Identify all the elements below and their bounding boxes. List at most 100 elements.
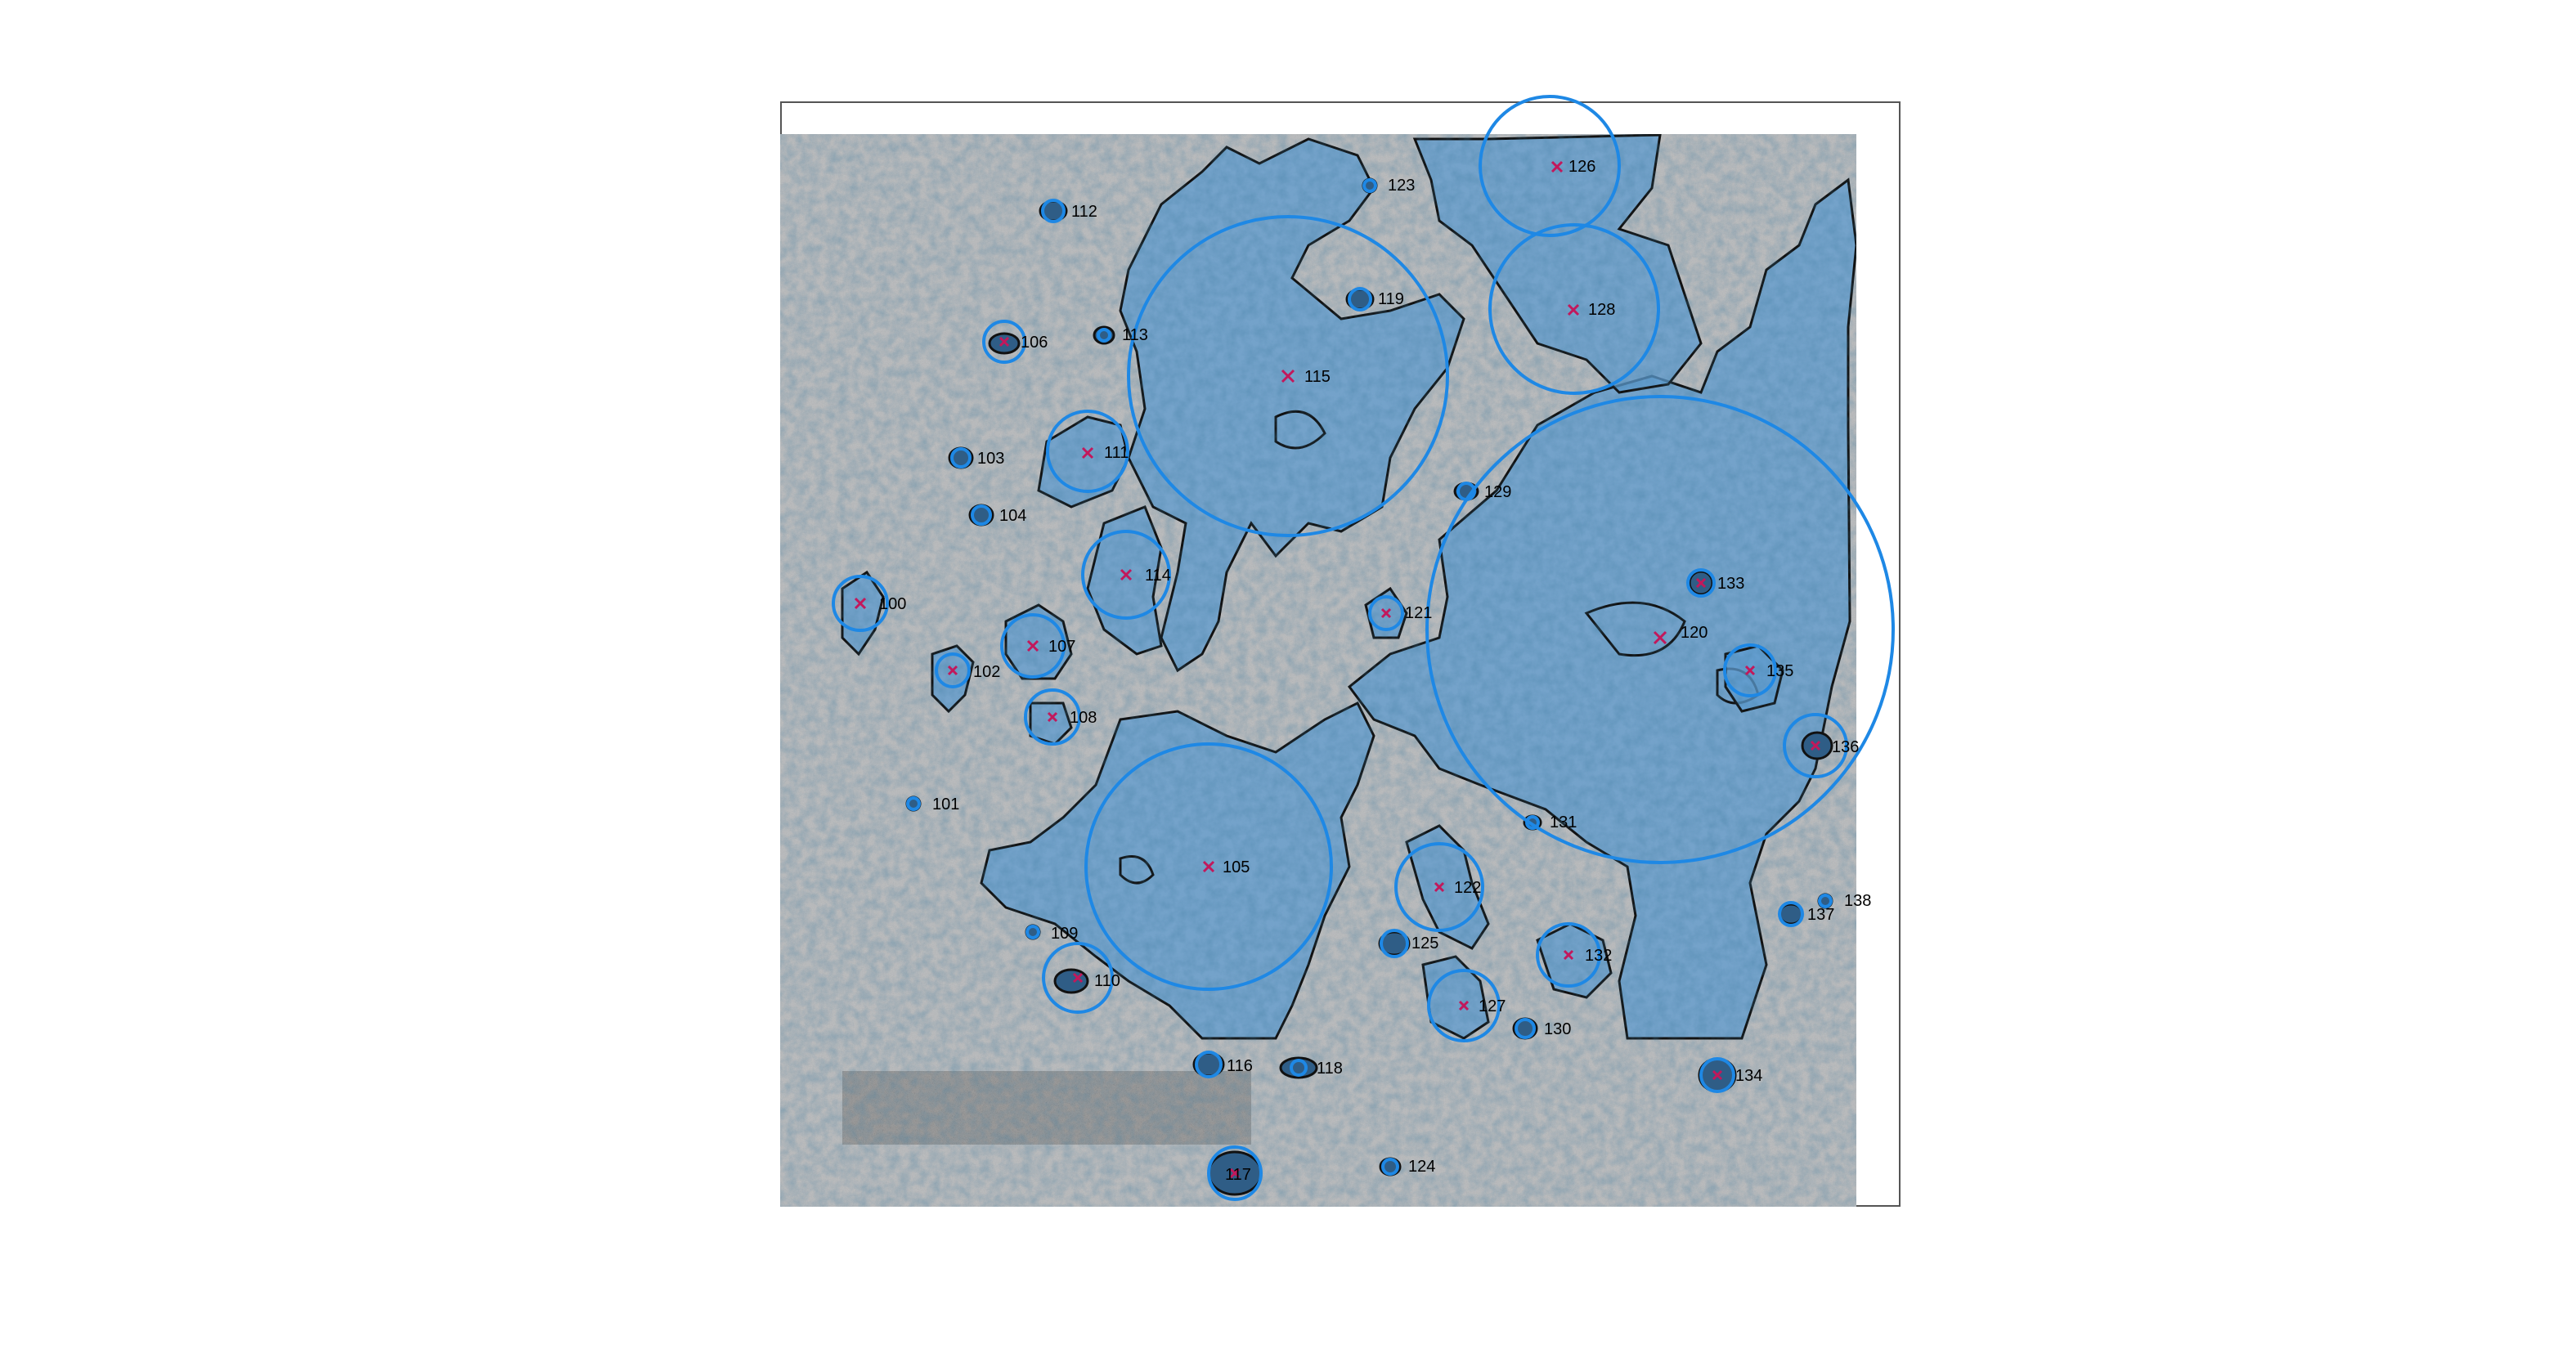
circle-133 <box>1686 568 1716 598</box>
label-114: 114 <box>1145 567 1171 585</box>
circle-105 <box>1084 742 1333 991</box>
label-110: 110 <box>1094 972 1120 990</box>
label-138: 138 <box>1844 892 1871 910</box>
circle-100 <box>832 575 889 632</box>
label-130: 130 <box>1544 1020 1571 1038</box>
label-135: 135 <box>1766 662 1793 680</box>
label-117: 117 <box>1225 1166 1251 1184</box>
label-128: 128 <box>1588 301 1615 319</box>
label-129: 129 <box>1484 483 1511 501</box>
label-109: 109 <box>1051 925 1078 943</box>
centroid-134 <box>1712 1069 1723 1081</box>
circle-103 <box>950 447 972 468</box>
label-106: 106 <box>1021 334 1048 352</box>
circle-129 <box>1456 482 1476 501</box>
circle-104 <box>971 504 992 526</box>
circle-136 <box>1783 713 1848 778</box>
centroid-108 <box>1047 711 1058 723</box>
label-113: 113 <box>1122 326 1148 344</box>
label-116: 116 <box>1227 1057 1253 1075</box>
circle-117 <box>1207 1145 1263 1201</box>
label-136: 136 <box>1832 738 1859 756</box>
circle-128 <box>1488 223 1660 395</box>
centroid-122 <box>1434 881 1445 893</box>
circle-121 <box>1368 595 1404 631</box>
label-120: 120 <box>1681 624 1708 642</box>
circle-132 <box>1536 922 1601 988</box>
label-134: 134 <box>1735 1067 1762 1085</box>
centroid-135 <box>1744 665 1756 676</box>
label-122: 122 <box>1454 879 1481 897</box>
circle-122 <box>1394 842 1484 932</box>
centroid-111 <box>1081 446 1094 459</box>
label-101: 101 <box>932 796 959 813</box>
circle-114 <box>1081 530 1171 620</box>
circle-134 <box>1699 1057 1735 1093</box>
label-107: 107 <box>1048 638 1075 656</box>
circle-109 <box>1025 925 1040 939</box>
circle-135 <box>1723 643 1777 697</box>
label-115: 115 <box>1304 368 1331 386</box>
label-127: 127 <box>1479 997 1506 1015</box>
circle-126 <box>1479 95 1621 237</box>
label-124: 124 <box>1408 1158 1435 1176</box>
label-104: 104 <box>999 507 1026 525</box>
label-131: 131 <box>1550 813 1577 831</box>
circle-106 <box>982 320 1026 364</box>
label-111: 111 <box>1104 444 1129 462</box>
label-119: 119 <box>1378 290 1404 308</box>
centroid-105 <box>1202 860 1215 873</box>
circle-108 <box>1024 688 1081 746</box>
particle-labels: 100 101 102 103 104 105 106 107 108 109 … <box>879 158 1871 1184</box>
centroid-127 <box>1458 1000 1470 1011</box>
centroid-114 <box>1120 568 1133 581</box>
centroid-136 <box>1810 740 1821 751</box>
label-108: 108 <box>1070 709 1097 727</box>
circle-131 <box>1525 815 1540 830</box>
circle-127 <box>1427 969 1501 1042</box>
circle-113 <box>1097 328 1111 343</box>
centroid-107 <box>1026 639 1039 652</box>
centroid-133 <box>1695 577 1707 589</box>
circle-130 <box>1515 1018 1536 1039</box>
circle-115 <box>1127 215 1449 537</box>
centroid-106 <box>999 336 1010 347</box>
centroid-100 <box>854 597 867 610</box>
label-121: 121 <box>1405 604 1432 622</box>
centroid-markers <box>854 160 1821 1179</box>
circle-124 <box>1381 1158 1399 1176</box>
equivalent-circles <box>832 95 1895 1201</box>
circle-119 <box>1348 287 1372 311</box>
label-132: 132 <box>1585 947 1612 965</box>
label-102: 102 <box>973 663 1000 681</box>
centroid-115 <box>1281 369 1295 383</box>
centroid-132 <box>1563 949 1574 961</box>
circle-110 <box>1042 942 1114 1014</box>
circle-123 <box>1362 178 1377 193</box>
centroid-126 <box>1551 160 1564 173</box>
circle-125 <box>1380 929 1409 958</box>
circle-101 <box>906 796 921 811</box>
circle-111 <box>1046 410 1129 493</box>
label-100: 100 <box>879 595 906 613</box>
circle-102 <box>935 652 971 688</box>
circle-137 <box>1778 901 1804 927</box>
label-123: 123 <box>1388 177 1415 195</box>
particle-118 <box>1279 1056 1318 1079</box>
centroid-110 <box>1072 972 1084 984</box>
centroid-120 <box>1653 630 1667 645</box>
centroid-128 <box>1567 303 1580 316</box>
label-126: 126 <box>1568 158 1595 176</box>
centroid-117 <box>1229 1167 1241 1179</box>
circle-107 <box>1000 613 1066 679</box>
segmentation-overlay <box>780 134 1856 1207</box>
circle-120 <box>1425 395 1895 864</box>
centroid-121 <box>1380 607 1392 619</box>
label-133: 133 <box>1717 575 1744 593</box>
label-105: 105 <box>1223 858 1250 876</box>
circle-118 <box>1290 1059 1308 1077</box>
label-103: 103 <box>977 450 1004 468</box>
circle-138 <box>1818 894 1833 908</box>
